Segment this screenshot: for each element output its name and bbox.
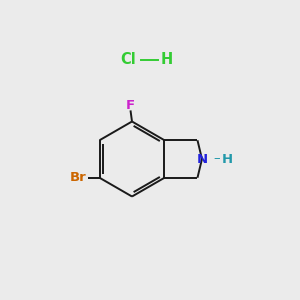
Text: H: H	[160, 52, 172, 68]
Text: –: –	[214, 152, 220, 165]
Text: F: F	[126, 99, 135, 112]
Text: H: H	[222, 152, 233, 166]
Text: N: N	[196, 152, 208, 166]
Text: Br: Br	[70, 171, 86, 184]
Text: Cl: Cl	[121, 52, 136, 68]
